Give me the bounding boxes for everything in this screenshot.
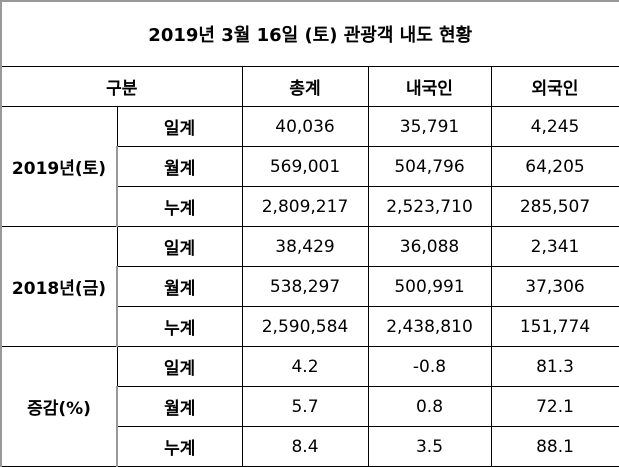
cell-foreign: 72.1 (490, 386, 619, 427)
cell-foreign: 64,205 (490, 146, 619, 187)
header-category: 구분 (0, 66, 243, 107)
row-label: 누계 (116, 306, 243, 347)
cell-total: 569,001 (241, 146, 369, 187)
table-title: 2019년 3월 16일 (토) 관광객 내도 현황 (0, 0, 619, 67)
row-label: 일계 (116, 346, 243, 387)
row-label: 일계 (116, 226, 243, 267)
table-row: 월계 569,001 504,796 64,205 (1, 146, 619, 187)
table-row: 누계 2,809,217 2,523,710 285,507 (1, 186, 619, 227)
header-row: 구분 총계 내국인 외국인 (0, 66, 619, 107)
cell-domestic: 0.8 (367, 386, 492, 427)
row-label: 누계 (116, 426, 243, 467)
cell-foreign: 81.3 (490, 346, 619, 387)
row-label: 월계 (116, 386, 243, 427)
group-label: 2019년(토) (0, 106, 118, 227)
row-label: 누계 (116, 186, 243, 227)
header-total: 총계 (241, 66, 369, 107)
table-row: 월계 538,297 500,991 37,306 (1, 266, 619, 307)
table-row: 증감(%) 일계 4.2 -0.8 81.3 (0, 346, 619, 467)
cell-domestic: 3.5 (367, 426, 492, 467)
cell-domestic: -0.8 (367, 346, 492, 387)
cell-total: 5.7 (241, 386, 369, 427)
table-row: 누계 8.4 3.5 88.1 (1, 426, 619, 467)
cell-foreign: 2,341 (490, 226, 619, 267)
row-label: 일계 (116, 106, 243, 147)
cell-total: 2,809,217 (241, 186, 369, 227)
cell-foreign: 88.1 (490, 426, 619, 467)
cell-total: 2,590,584 (241, 306, 369, 347)
row-label: 월계 (116, 266, 243, 307)
group-label: 2018년(금) (0, 226, 118, 347)
cell-total: 40,036 (241, 106, 369, 147)
title-row: 2019년 3월 16일 (토) 관광객 내도 현황 (0, 0, 619, 67)
cell-total: 4.2 (241, 346, 369, 387)
cell-foreign: 151,774 (490, 306, 619, 347)
table-row: 월계 5.7 0.8 72.1 (1, 386, 619, 427)
table-row: 2019년(토) 일계 40,036 35,791 4,245 (0, 106, 619, 227)
cell-foreign: 4,245 (490, 106, 619, 147)
header-foreign: 외국인 (490, 66, 619, 107)
cell-domestic: 2,438,810 (367, 306, 492, 347)
cell-domestic: 500,991 (367, 266, 492, 307)
cell-domestic: 35,791 (367, 106, 492, 147)
cell-domestic: 504,796 (367, 146, 492, 187)
table-row: 누계 2,590,584 2,438,810 151,774 (1, 306, 619, 347)
group-label: 증감(%) (0, 346, 118, 467)
cell-foreign: 285,507 (490, 186, 619, 227)
header-domestic: 내국인 (367, 66, 492, 107)
cell-total: 38,429 (241, 226, 369, 267)
table-row: 2018년(금) 일계 38,429 36,088 2,341 (0, 226, 619, 347)
cell-domestic: 36,088 (367, 226, 492, 267)
cell-total: 538,297 (241, 266, 369, 307)
row-label: 월계 (116, 146, 243, 187)
cell-domestic: 2,523,710 (367, 186, 492, 227)
cell-foreign: 37,306 (490, 266, 619, 307)
cell-total: 8.4 (241, 426, 369, 467)
